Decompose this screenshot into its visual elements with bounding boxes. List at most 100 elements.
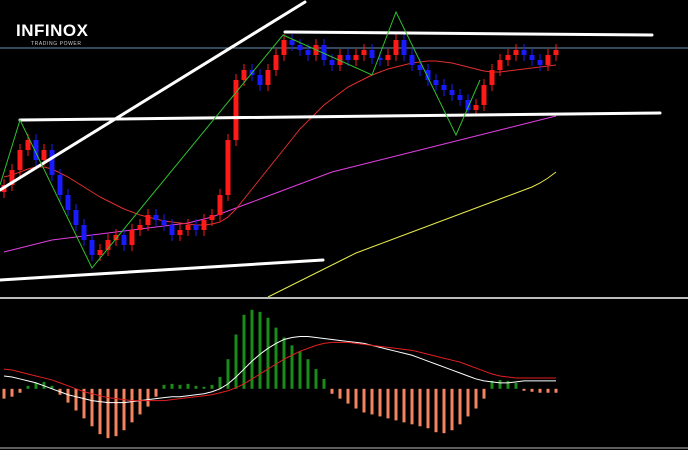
histogram-bar [450, 388, 454, 431]
histogram-bar [162, 384, 166, 389]
histogram-bar [354, 388, 358, 409]
histogram-bar [170, 383, 174, 389]
candle-body [113, 235, 119, 240]
indicator-line [3, 60, 557, 226]
candle-body [33, 140, 39, 160]
trendlines [0, 0, 662, 282]
histogram-bar [490, 380, 494, 389]
histogram-bar [74, 388, 78, 411]
candle-body [193, 225, 199, 230]
candle-body [177, 230, 183, 235]
candle-body [121, 235, 127, 245]
histogram-bar [330, 388, 334, 394]
histogram-bar [378, 388, 382, 417]
candle-body [241, 70, 247, 80]
candle-body [545, 55, 551, 65]
histogram-bar [34, 382, 38, 389]
histogram-bar [258, 311, 262, 389]
candle-body [449, 90, 455, 95]
candle-body [145, 215, 151, 225]
candle-body [497, 60, 503, 70]
histogram-bar [386, 388, 390, 419]
candle-body [481, 85, 487, 105]
histogram-bar [122, 388, 126, 431]
candle-body [217, 195, 223, 215]
candle-body [89, 240, 95, 255]
candle-body [185, 225, 191, 230]
logo-name: INFINOX [16, 21, 89, 40]
histogram-bar [538, 388, 542, 393]
histogram-bar [522, 388, 526, 391]
trendline [283, 30, 654, 37]
candle-body [505, 55, 511, 60]
histogram-bar [338, 388, 342, 399]
histogram-bar [362, 388, 366, 413]
histogram-bar [274, 327, 278, 389]
candle-body [201, 220, 207, 230]
indicator-line [3, 336, 556, 404]
candle-body [73, 210, 79, 225]
histogram-bar [346, 388, 350, 404]
candle-body [369, 50, 375, 58]
histogram-bar [114, 388, 118, 437]
trendline [0, 258, 325, 282]
histogram-bar [18, 388, 22, 393]
histogram-bar [290, 345, 294, 389]
candle-body [417, 65, 423, 70]
histogram-bar [82, 388, 86, 419]
candle-body [233, 80, 239, 140]
candle-body [513, 50, 519, 55]
candle-body [57, 175, 63, 195]
candle-body [377, 58, 383, 60]
histogram-bar [90, 388, 94, 427]
candle-body [161, 220, 167, 225]
candle-body [169, 225, 175, 235]
histogram-bar [314, 369, 318, 389]
candle-body [361, 50, 367, 55]
candle-body [409, 55, 415, 65]
candle-body [401, 40, 407, 55]
histogram-bar [242, 314, 246, 389]
histogram-bar [178, 384, 182, 389]
candle-body [529, 55, 535, 60]
candle-body [385, 55, 391, 60]
candle-body [433, 80, 439, 85]
histogram-bar [370, 388, 374, 415]
histogram-bar [154, 388, 158, 397]
candle-body [345, 55, 351, 60]
candle-body [393, 40, 399, 55]
candle-body [281, 40, 287, 55]
candle-body [17, 150, 23, 170]
candle-body [137, 225, 143, 230]
candle-body [321, 45, 327, 60]
histogram-bar [266, 317, 270, 389]
histogram-bar [226, 359, 230, 389]
candle-body [425, 70, 431, 80]
zigzag [0, 10, 481, 269]
candle-body [225, 140, 231, 195]
candle-body [97, 250, 103, 255]
histogram-bar [282, 337, 286, 389]
histogram-bar [10, 388, 14, 397]
candle-body [49, 150, 55, 175]
candle-body [553, 50, 559, 55]
candle-body [305, 50, 311, 55]
histogram-bar [546, 388, 550, 393]
candle-body [473, 105, 479, 110]
histogram-bar [442, 388, 446, 434]
candle-body [9, 170, 15, 185]
histogram-bar [410, 388, 414, 425]
histogram-bar [130, 388, 134, 423]
candle-body [521, 50, 527, 55]
histogram-bar [498, 379, 502, 389]
histogram-bar [530, 388, 534, 392]
histogram-bar [234, 334, 238, 389]
histogram-bar [418, 388, 422, 427]
indicator-line [267, 171, 557, 298]
histogram-bar [26, 385, 30, 389]
candle-body [353, 55, 359, 60]
candle-body [209, 215, 215, 220]
histogram-bar [50, 385, 54, 389]
